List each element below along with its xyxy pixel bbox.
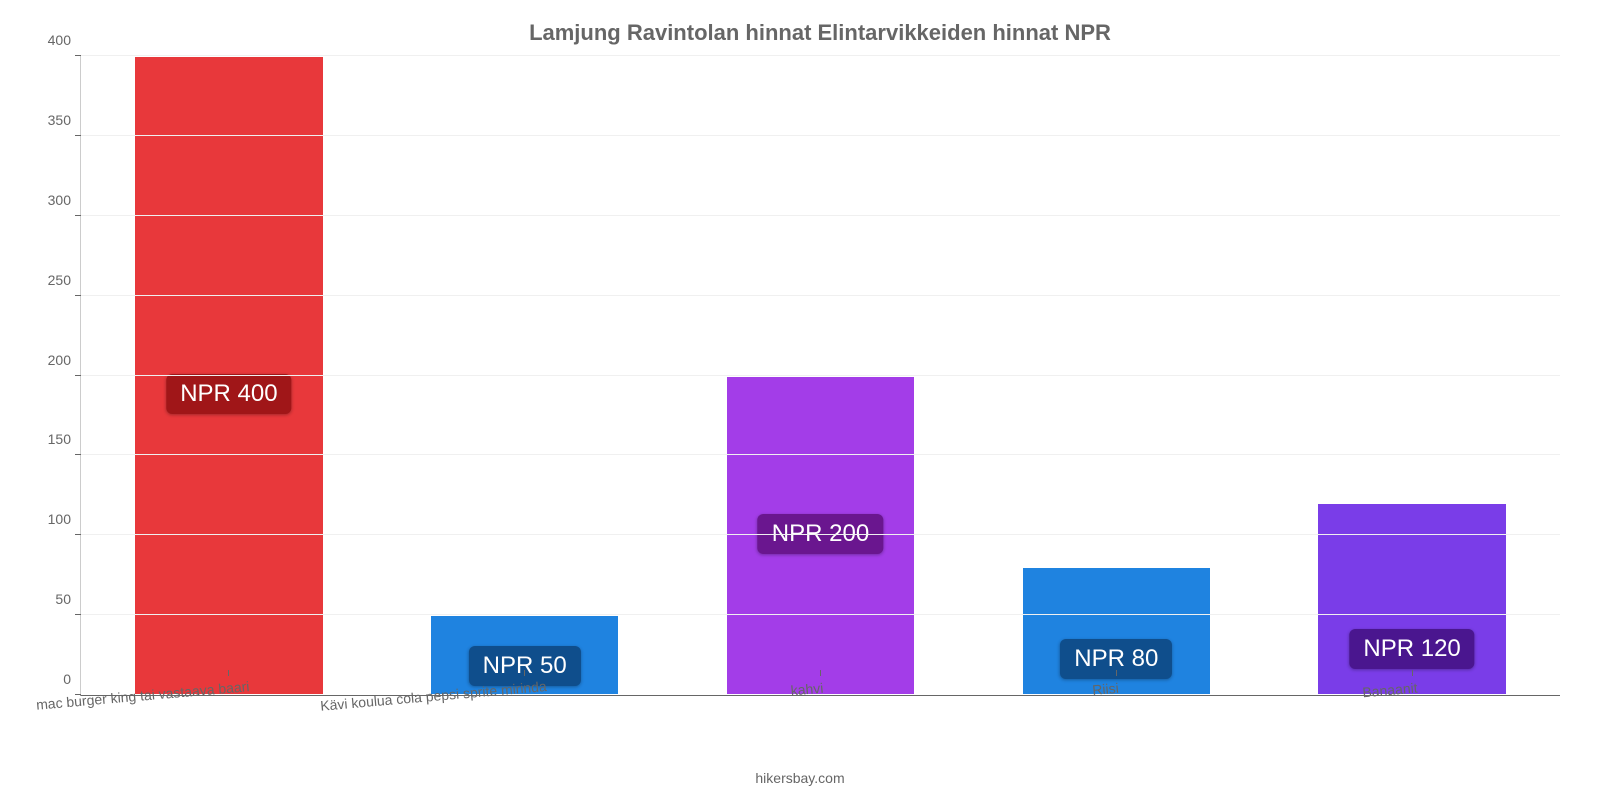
value-badge: NPR 120 [1349,629,1474,669]
x-tick-label: Banaanit [1362,680,1418,701]
x-tick-mark [228,670,229,676]
x-axis-labels: mac burger king tai vastaava baariKävi k… [80,700,1560,740]
x-label-slot: Riisi [968,700,1264,740]
y-tick-mark [75,375,81,376]
bar-slot: NPR 80 [968,56,1264,695]
x-label-slot: Banaanit [1264,700,1560,740]
price-bar-chart: Lamjung Ravintolan hinnat Elintarvikkeid… [0,0,1600,800]
gridline [81,534,1560,535]
y-tick-mark [75,454,81,455]
y-tick-mark [75,215,81,216]
y-tick-label: 50 [55,591,81,607]
attribution-text: hikersbay.com [0,770,1600,786]
y-tick-label: 300 [48,192,81,208]
x-tick-mark [1412,670,1413,676]
y-tick-label: 100 [48,511,81,527]
bar-slot: NPR 200 [673,56,969,695]
bar-slot: NPR 50 [377,56,673,695]
y-tick-mark [75,135,81,136]
gridline [81,215,1560,216]
gridline [81,135,1560,136]
x-tick-label: Riisi [1092,680,1120,698]
y-tick-label: 150 [48,431,81,447]
bar-slot: NPR 120 [1264,56,1560,695]
gridline [81,454,1560,455]
y-tick-mark [75,55,81,56]
x-tick-mark [820,670,821,676]
y-tick-label: 250 [48,272,81,288]
bars-row: NPR 400 NPR 50 NPR 200 NPR 80 NPR 120 [81,56,1560,695]
bar: NPR 400 [134,56,323,695]
y-tick-label: 350 [48,112,81,128]
y-tick-label: 400 [48,32,81,48]
y-tick-mark [75,534,81,535]
bar: NPR 120 [1317,503,1506,695]
gridline [81,375,1560,376]
x-label-slot: Kävi koulua cola pepsi sprite mirinda [376,700,672,740]
x-label-slot: kahvi [672,700,968,740]
x-tick-mark [1116,670,1117,676]
y-tick-label: 0 [63,671,81,687]
y-tick-mark [75,614,81,615]
gridline [81,295,1560,296]
chart-title: Lamjung Ravintolan hinnat Elintarvikkeid… [80,20,1560,46]
plot-area: NPR 400NPR 50NPR 200NPR 80NPR 120 050100… [80,56,1560,696]
bar-slot: NPR 400 [81,56,377,695]
value-badge: NPR 400 [166,374,291,414]
gridline [81,55,1560,56]
x-tick-mark [524,670,525,676]
gridline [81,614,1560,615]
x-tick-label: kahvi [790,680,824,699]
y-tick-mark [75,295,81,296]
y-tick-label: 200 [48,352,81,368]
bar: NPR 200 [726,376,915,696]
